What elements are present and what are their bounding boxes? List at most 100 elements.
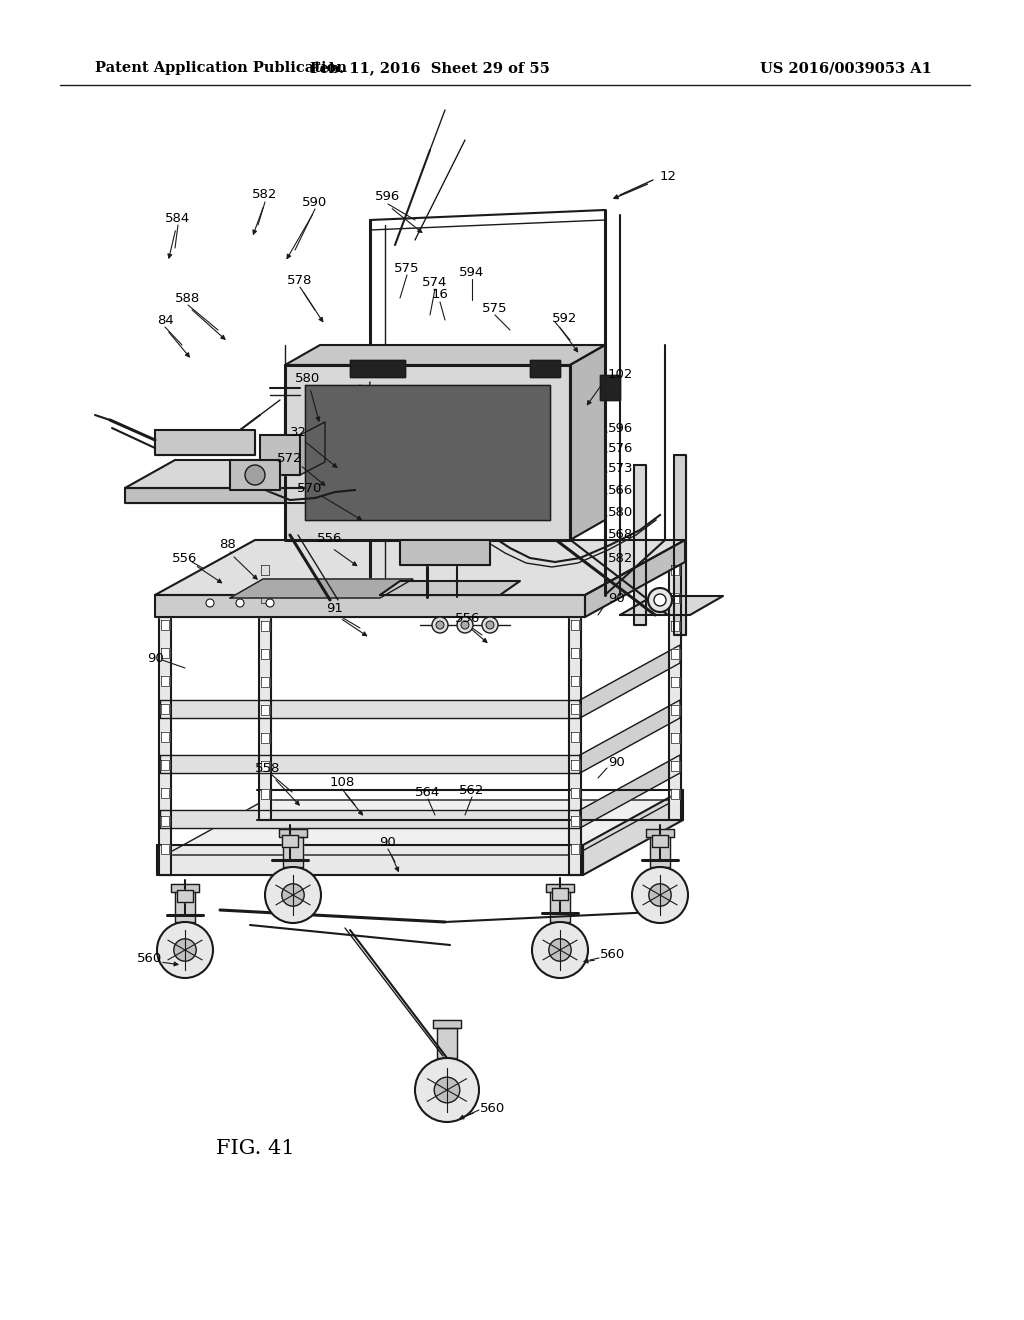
Text: 108: 108 <box>330 776 354 788</box>
Text: 90: 90 <box>146 652 164 664</box>
Circle shape <box>265 867 321 923</box>
Polygon shape <box>583 789 683 875</box>
Polygon shape <box>261 620 269 631</box>
Polygon shape <box>585 540 685 616</box>
Polygon shape <box>230 579 413 598</box>
Polygon shape <box>671 762 679 771</box>
Polygon shape <box>571 704 579 714</box>
Polygon shape <box>160 810 580 828</box>
Circle shape <box>654 594 666 606</box>
Polygon shape <box>570 345 605 540</box>
Text: 596: 596 <box>376 190 400 203</box>
Text: 596: 596 <box>608 421 633 434</box>
Polygon shape <box>646 829 674 837</box>
Polygon shape <box>161 733 169 742</box>
Text: 90: 90 <box>608 591 625 605</box>
Circle shape <box>482 616 498 634</box>
Polygon shape <box>671 649 679 659</box>
Text: 84: 84 <box>157 314 173 326</box>
Text: 570: 570 <box>297 482 323 495</box>
Polygon shape <box>571 648 579 657</box>
Text: 560: 560 <box>600 949 626 961</box>
Circle shape <box>432 616 449 634</box>
Circle shape <box>649 884 671 907</box>
Polygon shape <box>671 677 679 686</box>
Polygon shape <box>652 836 668 847</box>
Polygon shape <box>160 755 580 774</box>
Polygon shape <box>260 436 300 475</box>
Polygon shape <box>530 360 560 378</box>
Polygon shape <box>161 704 169 714</box>
Polygon shape <box>671 593 679 603</box>
Polygon shape <box>650 837 670 867</box>
Polygon shape <box>161 676 169 686</box>
Text: 91: 91 <box>327 602 343 615</box>
Polygon shape <box>580 645 680 718</box>
Text: 556: 556 <box>172 552 198 565</box>
Polygon shape <box>161 788 169 799</box>
Text: 568: 568 <box>608 528 633 541</box>
Text: 90: 90 <box>380 836 396 849</box>
Polygon shape <box>259 545 271 820</box>
Text: 573: 573 <box>608 462 634 474</box>
Polygon shape <box>671 789 679 799</box>
Text: 594: 594 <box>460 265 484 279</box>
Text: 576: 576 <box>608 441 634 454</box>
Polygon shape <box>285 366 570 540</box>
Text: 580: 580 <box>608 506 633 519</box>
Polygon shape <box>285 345 605 366</box>
Polygon shape <box>571 760 579 770</box>
Text: 580: 580 <box>295 371 321 384</box>
Polygon shape <box>300 422 325 475</box>
Circle shape <box>245 465 265 484</box>
Polygon shape <box>261 733 269 743</box>
Polygon shape <box>571 620 579 630</box>
Text: 575: 575 <box>394 261 420 275</box>
Text: 575: 575 <box>482 301 508 314</box>
Polygon shape <box>161 843 169 854</box>
Text: 32: 32 <box>290 425 306 438</box>
Text: 592: 592 <box>552 312 578 325</box>
Polygon shape <box>155 430 255 455</box>
Text: 556: 556 <box>317 532 343 544</box>
Polygon shape <box>125 488 355 503</box>
Text: 102: 102 <box>608 368 634 381</box>
Circle shape <box>532 921 588 978</box>
Polygon shape <box>571 733 579 742</box>
Text: 584: 584 <box>165 211 190 224</box>
Polygon shape <box>305 385 550 520</box>
Polygon shape <box>400 540 490 565</box>
Text: 582: 582 <box>252 189 278 202</box>
Polygon shape <box>552 888 568 900</box>
Polygon shape <box>160 700 580 718</box>
Circle shape <box>632 867 688 923</box>
Circle shape <box>461 620 469 630</box>
Polygon shape <box>620 597 723 615</box>
Text: 590: 590 <box>302 195 328 209</box>
Polygon shape <box>571 676 579 686</box>
Polygon shape <box>165 800 675 855</box>
Polygon shape <box>350 360 406 378</box>
Circle shape <box>549 939 571 961</box>
Polygon shape <box>175 892 195 921</box>
Circle shape <box>434 1077 460 1102</box>
Text: Feb. 11, 2016  Sheet 29 of 55: Feb. 11, 2016 Sheet 29 of 55 <box>310 61 550 75</box>
Polygon shape <box>671 705 679 715</box>
Text: 562: 562 <box>460 784 484 796</box>
Circle shape <box>486 620 494 630</box>
Text: Patent Application Publication: Patent Application Publication <box>95 61 347 75</box>
Circle shape <box>236 599 244 607</box>
Polygon shape <box>282 836 298 847</box>
Text: 574: 574 <box>422 276 447 289</box>
Polygon shape <box>261 649 269 659</box>
Text: 588: 588 <box>175 292 201 305</box>
Polygon shape <box>634 465 646 624</box>
Polygon shape <box>550 892 570 921</box>
Circle shape <box>266 599 274 607</box>
Polygon shape <box>279 829 307 837</box>
Polygon shape <box>671 565 679 576</box>
Polygon shape <box>155 595 585 616</box>
Polygon shape <box>380 581 520 595</box>
Text: 560: 560 <box>137 952 163 965</box>
Polygon shape <box>261 593 269 603</box>
